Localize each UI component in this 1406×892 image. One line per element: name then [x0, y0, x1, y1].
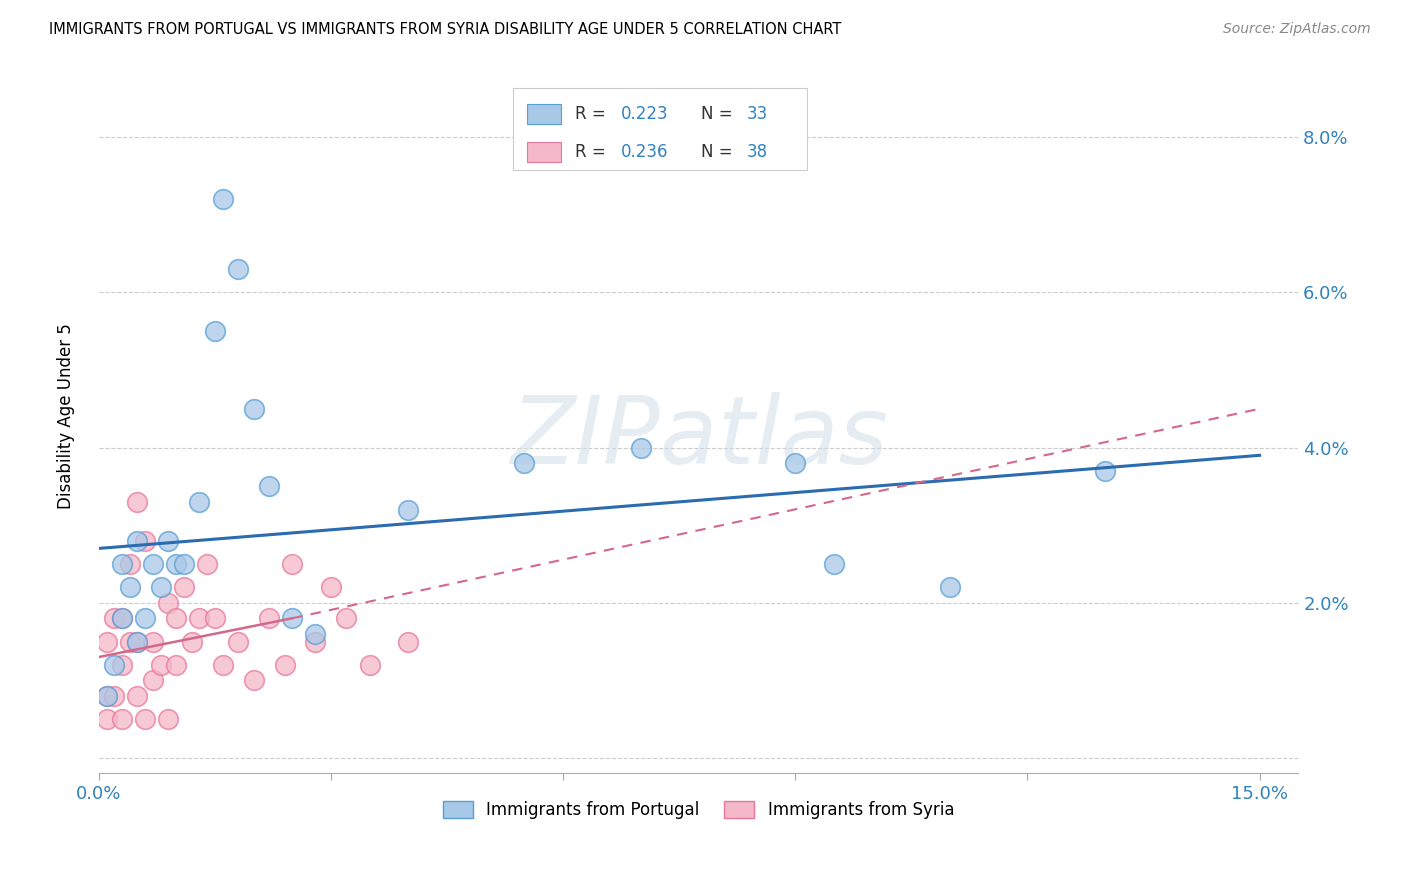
Point: [304, 634, 326, 648]
Point: [165, 611, 187, 625]
Point: [103, 689, 125, 703]
Point: [204, 611, 226, 625]
Point: [823, 557, 845, 571]
Point: [127, 689, 149, 703]
FancyBboxPatch shape: [527, 104, 561, 124]
Point: [157, 533, 180, 548]
Point: [188, 611, 211, 625]
Point: [103, 611, 125, 625]
Point: [111, 657, 134, 672]
Point: [134, 611, 156, 625]
Point: [142, 634, 165, 648]
Point: [96, 712, 118, 726]
Point: [118, 634, 141, 648]
Point: [157, 596, 180, 610]
Point: [134, 712, 156, 726]
Text: R =: R =: [575, 105, 612, 123]
Point: [149, 580, 172, 594]
Point: [96, 689, 118, 703]
Text: ZIPatlas: ZIPatlas: [509, 392, 887, 483]
Point: [173, 580, 195, 594]
Point: [319, 580, 342, 594]
Point: [281, 611, 304, 625]
Point: [134, 533, 156, 548]
Text: 0.223: 0.223: [620, 105, 668, 123]
Point: [785, 456, 807, 470]
Point: [127, 634, 149, 648]
Point: [118, 580, 141, 594]
Point: [211, 192, 233, 206]
Text: IMMIGRANTS FROM PORTUGAL VS IMMIGRANTS FROM SYRIA DISABILITY AGE UNDER 5 CORRELA: IMMIGRANTS FROM PORTUGAL VS IMMIGRANTS F…: [49, 22, 842, 37]
Point: [173, 557, 195, 571]
Point: [273, 657, 295, 672]
Point: [242, 673, 264, 688]
Point: [96, 689, 118, 703]
Point: [142, 557, 165, 571]
Point: [157, 712, 180, 726]
Point: [204, 324, 226, 338]
Point: [396, 502, 419, 516]
Point: [165, 657, 187, 672]
Point: [195, 557, 218, 571]
Point: [281, 557, 304, 571]
Point: [111, 611, 134, 625]
Point: [127, 495, 149, 509]
Text: 33: 33: [747, 105, 768, 123]
Point: [103, 657, 125, 672]
Text: N =: N =: [702, 144, 738, 161]
FancyBboxPatch shape: [513, 88, 807, 170]
Point: [226, 634, 249, 648]
Legend: Immigrants from Portugal, Immigrants from Syria: Immigrants from Portugal, Immigrants fro…: [436, 794, 960, 826]
Point: [513, 456, 536, 470]
Point: [304, 627, 326, 641]
Point: [111, 557, 134, 571]
Point: [149, 657, 172, 672]
Point: [257, 611, 280, 625]
Text: N =: N =: [702, 105, 738, 123]
Point: [127, 634, 149, 648]
Point: [142, 673, 165, 688]
Point: [111, 611, 134, 625]
Point: [242, 401, 264, 416]
Point: [335, 611, 357, 625]
FancyBboxPatch shape: [527, 142, 561, 162]
Text: Source: ZipAtlas.com: Source: ZipAtlas.com: [1223, 22, 1371, 37]
Point: [118, 557, 141, 571]
Point: [96, 634, 118, 648]
Point: [165, 557, 187, 571]
Point: [359, 657, 381, 672]
Point: [630, 441, 652, 455]
Point: [1094, 464, 1116, 478]
Text: 0.236: 0.236: [620, 144, 668, 161]
Point: [211, 657, 233, 672]
Point: [127, 533, 149, 548]
Point: [939, 580, 962, 594]
Point: [257, 479, 280, 493]
Point: [188, 495, 211, 509]
Point: [226, 262, 249, 277]
Text: 38: 38: [747, 144, 768, 161]
Point: [180, 634, 202, 648]
Point: [111, 712, 134, 726]
Y-axis label: Disability Age Under 5: Disability Age Under 5: [58, 324, 75, 509]
Point: [396, 634, 419, 648]
Text: R =: R =: [575, 144, 612, 161]
